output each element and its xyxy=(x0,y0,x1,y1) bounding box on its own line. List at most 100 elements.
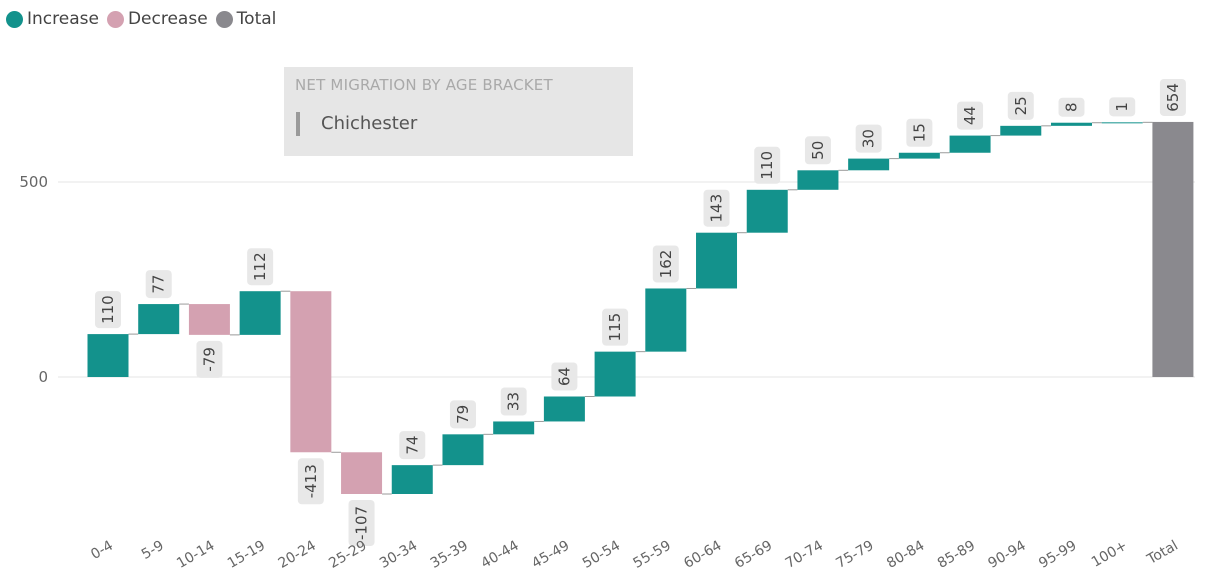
data-label-95-99: 8 xyxy=(1058,97,1085,117)
data-label-box-70-74 xyxy=(804,136,831,165)
x-tick-label-0-4: 0-4 xyxy=(88,538,116,563)
bar-30-34 xyxy=(391,465,433,494)
data-label-box-85-89 xyxy=(957,101,984,130)
bar-95-99 xyxy=(1050,122,1092,126)
data-label-text-80-84: 15 xyxy=(910,123,928,142)
x-tick-label-85-89: 85-89 xyxy=(935,538,978,572)
data-label-85-89: 44 xyxy=(957,101,984,130)
x-tick-label-75-79: 75-79 xyxy=(833,538,876,572)
legend-increase-label: Increase xyxy=(27,9,99,29)
x-tick-label-Total: Total xyxy=(1144,538,1181,569)
data-label-box-60-64 xyxy=(703,189,730,227)
x-tick-label-5-9: 5-9 xyxy=(139,538,167,563)
legend-total-label: Total xyxy=(236,9,277,29)
data-label-text-45-49: 64 xyxy=(555,367,573,386)
data-label-text-55-59: 162 xyxy=(657,250,675,279)
legend: Increase Decrease Total xyxy=(6,9,284,29)
bar-50-54 xyxy=(594,351,636,397)
filter-card[interactable]: NET MIGRATION BY AGE BRACKET Chichester xyxy=(284,67,633,156)
bar-5-9 xyxy=(138,304,180,335)
data-label-text-0-4: 110 xyxy=(99,295,117,324)
data-label-30-34: 74 xyxy=(399,431,426,460)
data-label-box-10-14 xyxy=(196,340,223,378)
data-label-text-90-94: 25 xyxy=(1012,96,1030,115)
x-tick-label-70-74: 70-74 xyxy=(783,538,826,572)
data-label-text-75-79: 30 xyxy=(860,129,878,148)
legend-item-total[interactable]: Total xyxy=(215,9,277,29)
data-label-text-30-34: 74 xyxy=(403,436,421,455)
x-tick-label-15-19: 15-19 xyxy=(225,538,268,572)
data-label-text-Total: 654 xyxy=(1164,83,1182,112)
data-label-box-40-44 xyxy=(500,387,527,416)
bar-10-14 xyxy=(188,304,230,335)
x-tick-label-10-14: 10-14 xyxy=(174,538,217,572)
data-label-text-70-74: 50 xyxy=(809,141,827,160)
x-tick-label-50-54: 50-54 xyxy=(580,538,623,572)
data-label-box-75-79 xyxy=(855,124,882,153)
data-label-text-50-54: 115 xyxy=(606,313,624,342)
data-label-text-5-9: 77 xyxy=(150,275,168,294)
data-label-box-55-59 xyxy=(652,245,679,283)
bar-90-94 xyxy=(1000,125,1042,136)
legend-item-decrease[interactable]: Decrease xyxy=(106,9,208,29)
x-tick-label-35-39: 35-39 xyxy=(428,538,471,572)
x-tick-label-90-94: 90-94 xyxy=(986,538,1029,572)
filter-bar-marker xyxy=(296,112,300,136)
y-tick-label-0: 0 xyxy=(38,368,48,386)
data-label-box-35-39 xyxy=(449,400,476,429)
bar-75-79 xyxy=(848,158,890,171)
data-label-box-20-24 xyxy=(297,458,324,505)
x-tick-label-60-64: 60-64 xyxy=(681,538,724,572)
data-label-70-74: 50 xyxy=(804,136,831,165)
bar-60-64 xyxy=(696,232,738,289)
bar-45-49 xyxy=(543,396,585,422)
data-label-text-15-19: 112 xyxy=(251,252,269,281)
x-tick-label-30-34: 30-34 xyxy=(377,538,420,572)
bar-65-69 xyxy=(746,189,788,233)
data-label-40-44: 33 xyxy=(500,387,527,416)
data-label-box-30-34 xyxy=(399,431,426,460)
data-label-20-24: -413 xyxy=(297,458,324,505)
data-label-10-14: -79 xyxy=(196,340,223,378)
legend-decrease-label: Decrease xyxy=(127,9,208,29)
bar-70-74 xyxy=(797,170,839,190)
x-tick-label-20-24: 20-24 xyxy=(276,538,319,572)
data-label-80-84: 15 xyxy=(906,118,933,147)
data-label-0-4: 110 xyxy=(95,291,121,329)
bar-0-4 xyxy=(87,334,129,377)
data-label-text-95-99: 8 xyxy=(1062,102,1080,112)
bar-15-19 xyxy=(239,291,281,335)
data-label-100+: 1 xyxy=(1109,97,1136,117)
bar-Total xyxy=(1152,121,1194,377)
data-label-45-49: 64 xyxy=(551,362,578,391)
x-tick-label-65-69: 65-69 xyxy=(732,538,775,572)
data-label-50-54: 115 xyxy=(602,308,629,346)
bar-85-89 xyxy=(949,135,991,153)
data-label-35-39: 79 xyxy=(449,400,476,429)
data-label-text-20-24: -413 xyxy=(302,464,320,498)
x-tick-label-100+: 100+ xyxy=(1089,538,1130,571)
bar-80-84 xyxy=(898,152,940,159)
data-label-box-5-9 xyxy=(145,270,172,299)
data-label-90-94: 25 xyxy=(1007,91,1034,120)
x-tick-label-40-44: 40-44 xyxy=(478,538,521,572)
x-tick-label-25-29: 25-29 xyxy=(326,538,369,572)
y-tick-label-500: 500 xyxy=(19,173,48,191)
data-label-text-65-69: 110 xyxy=(758,151,776,180)
data-label-Total: 654 xyxy=(1159,78,1186,116)
data-label-55-59: 162 xyxy=(652,245,679,283)
bar-100+ xyxy=(1101,122,1143,124)
legend-item-increase[interactable]: Increase xyxy=(6,9,99,29)
data-label-5-9: 77 xyxy=(145,270,172,299)
data-label-text-35-39: 79 xyxy=(454,405,472,424)
data-label-box-Total xyxy=(1159,78,1186,116)
data-label-25-29: -107 xyxy=(348,500,375,546)
data-label-text-10-14: -79 xyxy=(200,347,218,372)
data-label-box-0-4 xyxy=(95,291,121,329)
data-label-65-69: 110 xyxy=(754,146,781,184)
filter-card-value: Chichester xyxy=(321,113,418,134)
data-label-box-90-94 xyxy=(1007,91,1034,120)
data-label-text-25-29: -107 xyxy=(353,506,371,540)
x-tick-label-95-99: 95-99 xyxy=(1036,538,1079,572)
